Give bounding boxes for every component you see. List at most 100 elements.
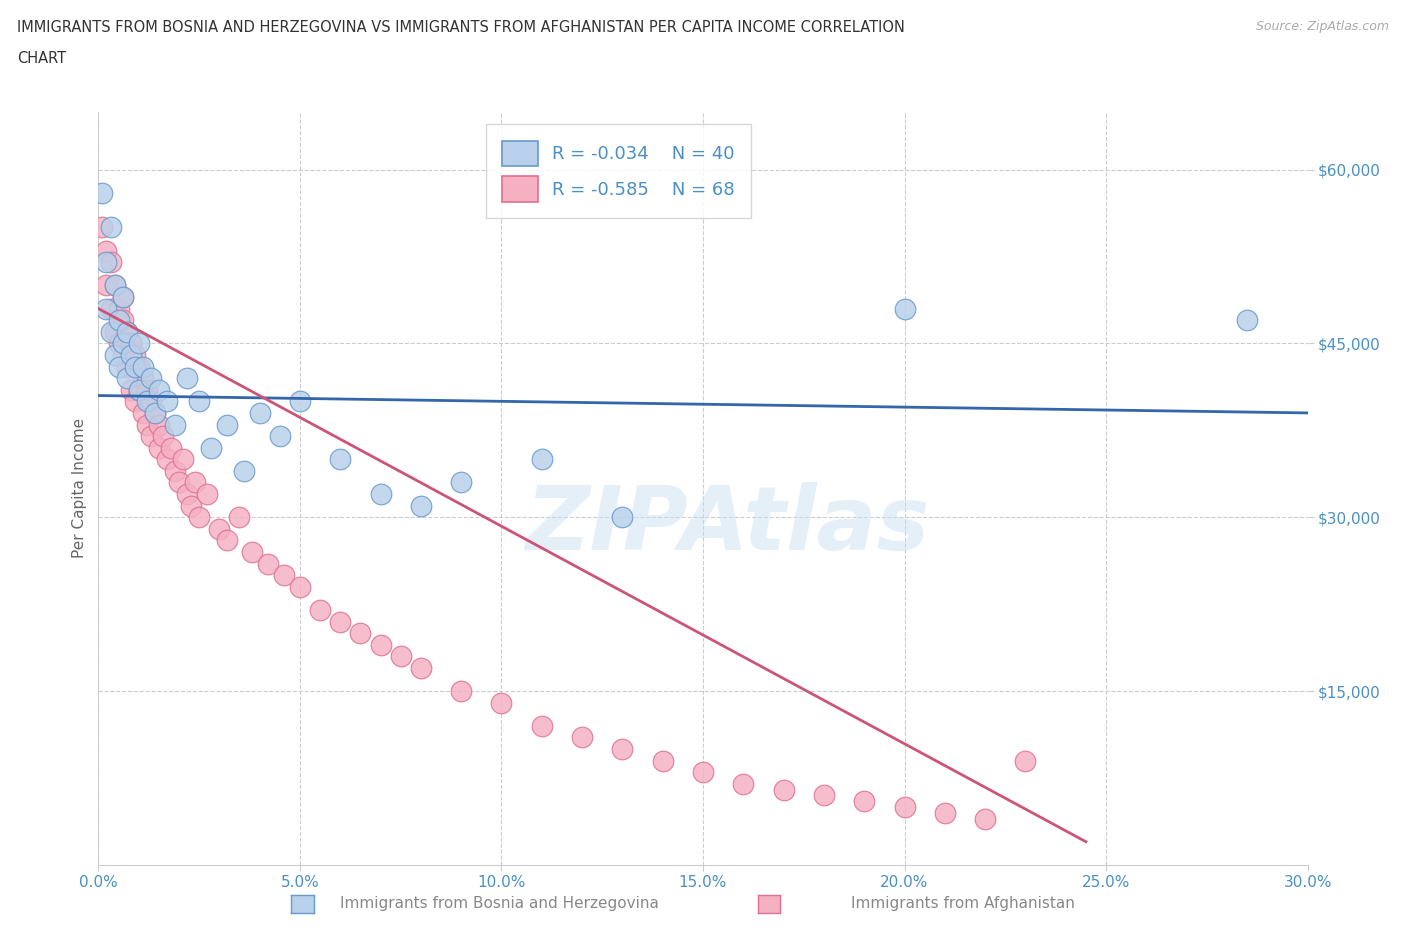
Point	[974, 811, 997, 826]
Point	[135, 417, 157, 432]
Point	[228, 510, 250, 525]
Point	[115, 325, 138, 339]
Point	[409, 660, 432, 675]
Point	[176, 486, 198, 501]
Point	[120, 336, 142, 351]
Point	[813, 788, 835, 803]
Point	[156, 452, 179, 467]
Point	[115, 371, 138, 386]
Point	[389, 649, 412, 664]
Point	[96, 278, 118, 293]
Y-axis label: Per Capita Income: Per Capita Income	[72, 418, 87, 558]
Point	[450, 684, 472, 698]
Point	[148, 417, 170, 432]
Legend: R = -0.034    N = 40, R = -0.585    N = 68: R = -0.034 N = 40, R = -0.585 N = 68	[485, 125, 751, 218]
Point	[156, 394, 179, 409]
Point	[269, 429, 291, 444]
Point	[273, 567, 295, 582]
Point	[139, 394, 162, 409]
Point	[329, 614, 352, 629]
Point	[530, 718, 553, 733]
Point	[329, 452, 352, 467]
Point	[195, 486, 218, 501]
Point	[143, 405, 166, 420]
Point	[128, 336, 150, 351]
Point	[167, 475, 190, 490]
Point	[100, 220, 122, 235]
Point	[143, 405, 166, 420]
Point	[135, 382, 157, 397]
Point	[184, 475, 207, 490]
Point	[163, 463, 186, 478]
Point	[100, 325, 122, 339]
Point	[893, 301, 915, 316]
Point	[612, 510, 634, 525]
Point	[103, 278, 125, 293]
Point	[115, 325, 138, 339]
Point	[530, 452, 553, 467]
Point	[370, 486, 392, 501]
Point	[128, 382, 150, 397]
Point	[124, 348, 146, 363]
Point	[111, 348, 134, 363]
Point	[107, 359, 129, 374]
Point	[256, 556, 278, 571]
Point	[111, 312, 134, 327]
Point	[692, 764, 714, 779]
Point	[288, 394, 311, 409]
Point	[139, 371, 162, 386]
Text: IMMIGRANTS FROM BOSNIA AND HERZEGOVINA VS IMMIGRANTS FROM AFGHANISTAN PER CAPITA: IMMIGRANTS FROM BOSNIA AND HERZEGOVINA V…	[17, 20, 904, 35]
Point	[111, 289, 134, 304]
Point	[180, 498, 202, 513]
Point	[176, 371, 198, 386]
Point	[96, 301, 118, 316]
Point	[107, 312, 129, 327]
Point	[172, 452, 194, 467]
Text: Immigrants from Bosnia and Herzegovina: Immigrants from Bosnia and Herzegovina	[340, 897, 658, 911]
Point	[491, 696, 513, 711]
Point	[128, 382, 150, 397]
Point	[120, 382, 142, 397]
Point	[115, 359, 138, 374]
Point	[409, 498, 432, 513]
Point	[853, 793, 876, 808]
Point	[91, 220, 114, 235]
Point	[160, 440, 183, 455]
Point	[240, 545, 263, 560]
Point	[232, 463, 254, 478]
Point	[111, 336, 134, 351]
Point	[1236, 312, 1258, 327]
Text: CHART: CHART	[17, 51, 66, 66]
Point	[132, 405, 155, 420]
Point	[217, 533, 239, 548]
Point	[132, 371, 155, 386]
Point	[208, 522, 231, 537]
Point	[450, 475, 472, 490]
Point	[772, 782, 794, 797]
Point	[124, 359, 146, 374]
Point	[100, 255, 122, 270]
Point	[612, 741, 634, 756]
Point	[893, 800, 915, 815]
Point	[349, 626, 371, 641]
Point	[135, 394, 157, 409]
Point	[124, 394, 146, 409]
Text: Source: ZipAtlas.com: Source: ZipAtlas.com	[1256, 20, 1389, 33]
Point	[139, 429, 162, 444]
Point	[309, 603, 332, 618]
Point	[370, 637, 392, 652]
Point	[96, 244, 118, 259]
Point	[100, 301, 122, 316]
Point	[1014, 753, 1036, 768]
Point	[107, 301, 129, 316]
Point	[733, 777, 755, 791]
Point	[111, 289, 134, 304]
Point	[91, 185, 114, 200]
Point	[152, 429, 174, 444]
Point	[132, 359, 155, 374]
Point	[96, 255, 118, 270]
Point	[107, 336, 129, 351]
Point	[188, 510, 211, 525]
Point	[103, 278, 125, 293]
Point	[651, 753, 673, 768]
